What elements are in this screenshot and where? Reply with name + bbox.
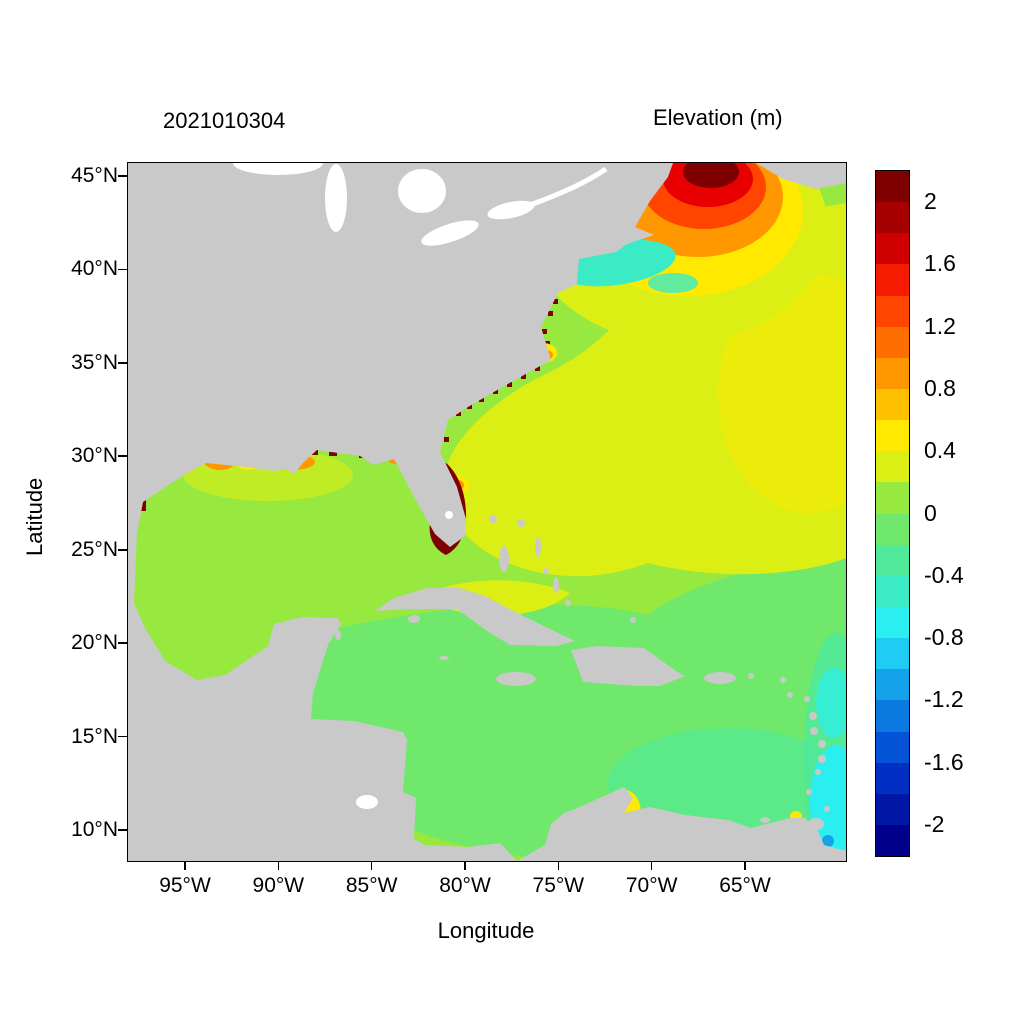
y-axis-tick-label: 15°N <box>71 724 118 748</box>
y-axis-tick-mark <box>118 268 127 271</box>
elevation-map <box>128 163 846 861</box>
island-isla-juventud <box>408 615 420 623</box>
colorbar-tick-label: 1.6 <box>924 250 956 277</box>
x-axis-tick-label: 90°W <box>252 874 305 897</box>
x-axis-tick-label: 70°W <box>625 874 678 897</box>
y-axis-tick-mark <box>118 735 127 738</box>
colorbar-segment <box>876 700 909 732</box>
y-axis-tick-label: 35°N <box>71 350 118 374</box>
x-axis-tick-mark <box>277 860 280 870</box>
colorbar-tick-label: 0.4 <box>924 437 956 464</box>
st-lawrence-river <box>529 166 608 208</box>
colorbar-segment <box>876 357 909 389</box>
colorbar-segment <box>876 793 909 825</box>
y-axis-tick-label: 45°N <box>71 164 118 187</box>
lake-superior <box>233 163 323 175</box>
colorbar-segment <box>876 544 909 576</box>
x-axis-tick-mark <box>744 860 746 870</box>
colorbar-tick-label: 2 <box>924 188 937 215</box>
y-axis-tick-mark <box>118 175 127 177</box>
map-plot-area <box>127 162 847 862</box>
colorbar-segment <box>876 420 909 452</box>
x-axis-label: Longitude <box>437 918 535 943</box>
colorbar-segment <box>876 824 909 857</box>
y-axis-tick-mark <box>118 642 127 644</box>
island-jamaica <box>496 672 536 686</box>
colorbar-tick-label: -1.2 <box>924 686 964 713</box>
x-axis-tick-mark <box>464 860 466 870</box>
colorbar-tick-label: -0.8 <box>924 624 964 651</box>
lake-huron <box>398 169 446 213</box>
colorbar-tick-label: 0.8 <box>924 374 956 401</box>
island-trinidad <box>808 818 824 830</box>
colorbar-segment <box>876 762 909 794</box>
y-axis-tick-mark <box>118 455 127 458</box>
y-axis-tick-label: 25°N <box>71 537 118 561</box>
land-nova-scotia <box>756 163 846 189</box>
y-axis-tick-label: 40°N <box>71 257 118 281</box>
island-cozumel <box>335 630 341 640</box>
colorbar-segment <box>876 731 909 763</box>
island-margarita <box>760 817 770 823</box>
run-timestamp-title: 2021010304 <box>163 108 286 133</box>
land-masses <box>128 163 846 861</box>
islands-lesser-antilles <box>748 673 830 830</box>
lake-nicaragua <box>356 795 378 809</box>
y-axis-tick-label: 20°N <box>71 631 118 655</box>
colorbar-tick-label: 1.2 <box>924 312 956 339</box>
x-axis-tick-label: 85°W <box>345 874 398 897</box>
islands-bahamas <box>489 515 636 623</box>
lake-okeechobee <box>445 511 453 519</box>
y-axis-tick-mark <box>118 362 127 364</box>
x-axis-tick-label: 80°W <box>439 874 491 897</box>
colorbar-segment <box>876 513 909 545</box>
colorbar-segment <box>876 295 909 327</box>
colorbar-segment <box>876 451 909 483</box>
colorbar-segment <box>876 233 909 265</box>
y-axis-tick-mark <box>118 548 127 551</box>
lake-michigan <box>325 164 347 232</box>
colorbar <box>875 170 910 857</box>
island-puerto-rico <box>704 672 736 684</box>
colorbar-segment <box>876 606 909 639</box>
colorbar-segment <box>876 638 909 670</box>
great-lakes <box>233 163 608 809</box>
colorbar-segment <box>876 202 909 234</box>
y-axis-tick-mark <box>118 829 127 831</box>
land-north-and-central-america <box>128 163 846 861</box>
colorbar-segment <box>876 326 909 358</box>
colorbar-segment <box>876 669 909 701</box>
x-axis-tick-mark <box>557 860 560 870</box>
x-axis-tick-mark <box>184 860 186 870</box>
colorbar-segment <box>876 575 909 607</box>
x-axis-tick-label: 75°W <box>532 874 585 897</box>
lake-erie <box>421 220 479 246</box>
x-axis-tick-label: 95°W <box>159 874 211 897</box>
variable-title: Elevation (m) <box>653 105 783 130</box>
island-hispaniola <box>571 646 685 686</box>
colorbar-segment <box>876 264 909 296</box>
colorbar-segment <box>876 388 909 421</box>
x-axis-tick-mark <box>650 860 653 870</box>
islands-cayman <box>439 656 449 660</box>
colorbar-tick-label: -1.6 <box>924 748 964 775</box>
colorbar-tick-label: -0.4 <box>924 561 964 588</box>
colorbar-segment <box>876 171 909 203</box>
colorbar-tick-label: -2 <box>924 810 945 837</box>
island-cuba <box>375 588 575 646</box>
colorbar-segment <box>876 482 909 514</box>
x-axis-tick-mark <box>370 860 373 870</box>
lake-ontario <box>487 200 535 220</box>
y-axis-tick-label: 30°N <box>71 444 118 468</box>
y-axis-tick-label: 10°N <box>71 818 118 841</box>
colorbar-tick-label: 0 <box>924 499 937 526</box>
x-axis-tick-label: 65°W <box>719 874 771 897</box>
